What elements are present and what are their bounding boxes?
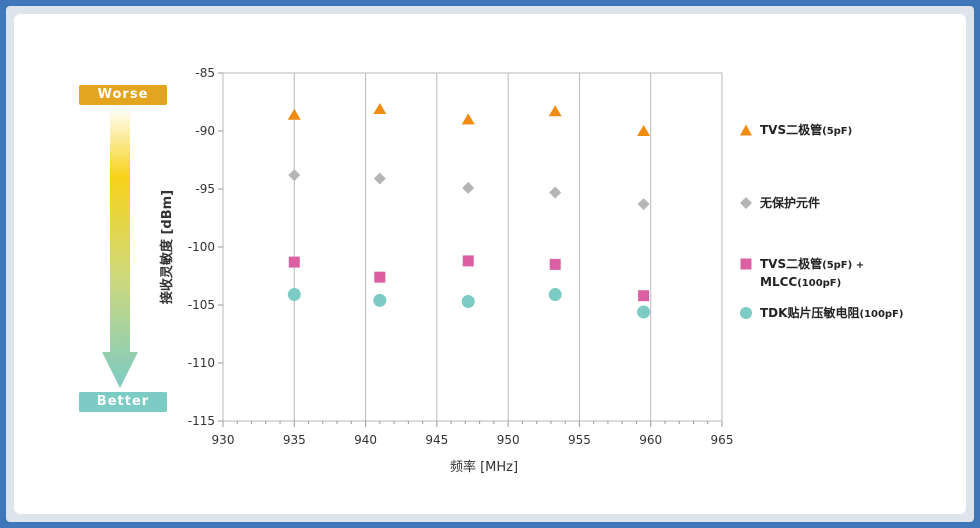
data-point-series-1 bbox=[462, 181, 475, 194]
legend-label-line2: MLCC bbox=[760, 275, 798, 289]
x-tick-label: 935 bbox=[283, 433, 306, 447]
data-point-series-3 bbox=[287, 288, 301, 302]
legend-label: TVS二极管 bbox=[760, 123, 823, 137]
data-point-series-2 bbox=[288, 256, 300, 268]
legend-suffix-line2: (100pF) bbox=[797, 278, 842, 289]
data-point-series-0 bbox=[287, 108, 301, 120]
data-point-series-3 bbox=[373, 293, 387, 307]
data-point-series-0 bbox=[548, 105, 562, 117]
y-tick-label: -110 bbox=[188, 356, 215, 370]
y-tick-label: -100 bbox=[188, 240, 215, 254]
legend-suffix: (100pF) bbox=[859, 309, 904, 320]
data-point-series-2 bbox=[462, 255, 474, 267]
legend-suffix: (5pF) bbox=[822, 126, 853, 137]
data-point-series-1 bbox=[637, 198, 650, 211]
data-point-series-3 bbox=[548, 288, 562, 302]
x-tick-label: 955 bbox=[568, 433, 591, 447]
axis-ticks: 930 935 940 945 950 955 960 965 -85 -90 -95 -100 -10… bbox=[188, 66, 734, 447]
circle-marker-icon bbox=[740, 307, 752, 319]
data-point-series-1 bbox=[288, 169, 301, 182]
data-point-series-1 bbox=[373, 172, 386, 185]
better-label: Better bbox=[79, 392, 167, 412]
x-tick-label: 950 bbox=[497, 433, 520, 447]
grid-lines bbox=[293, 73, 652, 421]
legend-suffix: (5pF) + bbox=[822, 260, 865, 271]
x-tick-label: 930 bbox=[212, 433, 235, 447]
chart-card bbox=[14, 14, 966, 514]
data-point-series-1 bbox=[549, 186, 562, 199]
data-points bbox=[287, 102, 651, 319]
diamond-marker-icon bbox=[740, 197, 752, 209]
y-axis-label: 接收灵敏度 [dBm] bbox=[159, 190, 175, 304]
worse-label: Worse bbox=[79, 85, 167, 105]
x-tick-label: 940 bbox=[354, 433, 377, 447]
x-tick-label: 965 bbox=[711, 433, 734, 447]
data-point-series-3 bbox=[461, 295, 475, 309]
y-tick-label: -115 bbox=[188, 414, 215, 428]
data-point-series-0 bbox=[373, 102, 387, 114]
y-tick-label: -95 bbox=[195, 182, 215, 196]
x-tick-label: 945 bbox=[425, 433, 448, 447]
data-point-series-2 bbox=[374, 271, 386, 283]
legend-label: TDK贴片压敏电阻 bbox=[760, 306, 860, 320]
data-point-series-3 bbox=[637, 305, 651, 319]
plot-border bbox=[222, 72, 723, 422]
data-point-series-0 bbox=[637, 125, 651, 136]
y-tick-label: -105 bbox=[188, 298, 215, 312]
y-tick-label: -85 bbox=[195, 66, 215, 80]
legend-label: TVS二极管 bbox=[760, 257, 823, 271]
y-tick-label: -90 bbox=[195, 124, 215, 138]
x-tick-label: 960 bbox=[639, 433, 662, 447]
triangle-marker-icon bbox=[740, 124, 752, 136]
data-point-series-0 bbox=[461, 113, 475, 125]
legend-label: 无保护元件 bbox=[760, 196, 821, 210]
x-axis-label: 频率 [MHz] bbox=[450, 459, 518, 475]
data-point-series-2 bbox=[638, 290, 650, 302]
square-marker-icon bbox=[740, 258, 752, 270]
data-point-series-2 bbox=[549, 258, 561, 270]
